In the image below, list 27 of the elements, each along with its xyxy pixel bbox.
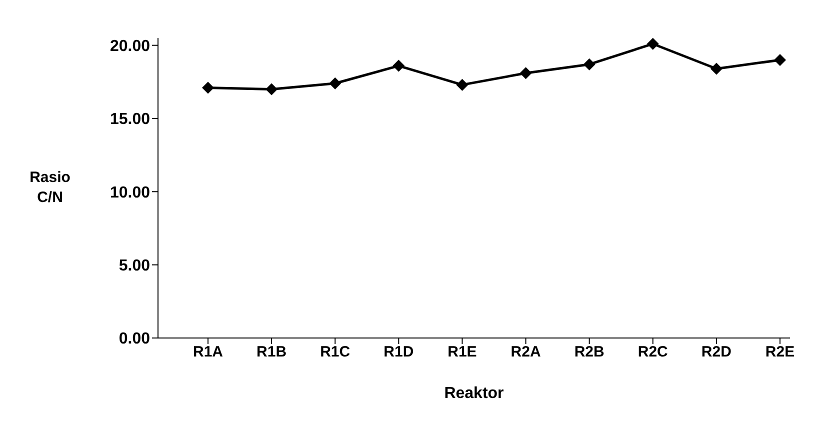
x-tick-label: R2A <box>510 344 541 361</box>
x-tick-label: R1A <box>192 344 224 361</box>
y-tick-label: 15.00 <box>110 111 150 128</box>
x-tick-label: R1C <box>320 344 350 361</box>
point <box>774 54 786 66</box>
point <box>266 83 278 96</box>
point <box>646 38 659 50</box>
x-tick-label: R1B <box>256 344 287 361</box>
point <box>456 78 468 91</box>
point <box>520 67 532 80</box>
point <box>583 58 596 70</box>
point <box>392 60 405 72</box>
y-tick-label: 5.00 <box>118 258 150 275</box>
x-axis-title: Reaktor <box>444 385 504 402</box>
x-tick-label: R1E <box>448 344 477 361</box>
y-tick-label: 10.00 <box>110 184 150 202</box>
point <box>202 82 214 94</box>
x-tick-label: R2C <box>638 344 668 361</box>
y-tick-label: 0.00 <box>118 330 150 348</box>
x-tick-label: R2E <box>765 344 795 361</box>
y-tick-label: 20.00 <box>110 38 150 55</box>
x-tick-label: R1D <box>384 344 414 361</box>
point <box>710 62 722 75</box>
y-axis-title: Rasio C/N <box>30 169 70 206</box>
x-tick-label: R2D <box>701 344 732 361</box>
point <box>329 77 342 90</box>
x-tick-label: R2B <box>574 344 604 361</box>
